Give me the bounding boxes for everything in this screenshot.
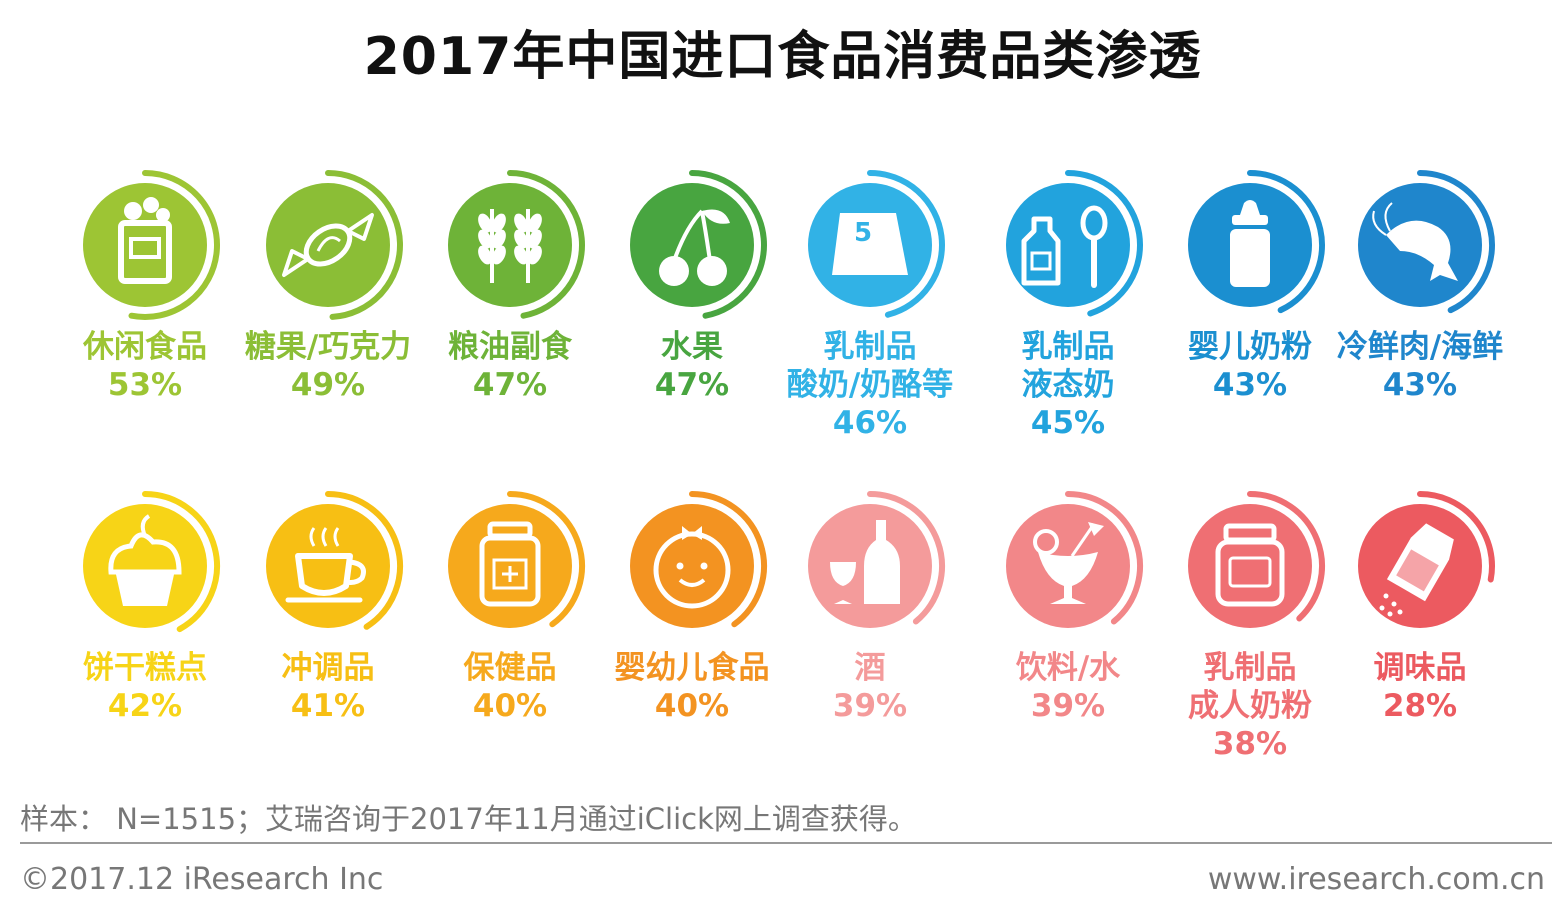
category-value: 42% bbox=[108, 688, 182, 724]
category-name: 调味品 bbox=[1374, 650, 1467, 686]
category-name: 婴儿奶粉 bbox=[1188, 329, 1312, 365]
cupcake-icon bbox=[108, 514, 182, 606]
coffee-cup-icon bbox=[285, 527, 366, 603]
category-value: 40% bbox=[655, 688, 729, 724]
value-ring bbox=[325, 491, 403, 630]
value-ring bbox=[507, 170, 585, 319]
category-circle bbox=[83, 183, 207, 307]
category-circle bbox=[630, 504, 754, 628]
cheese-icon: 5 bbox=[832, 213, 908, 275]
value-ring bbox=[867, 491, 945, 625]
value-ring bbox=[1065, 491, 1143, 625]
value-ring bbox=[1417, 170, 1495, 314]
category-name: 婴幼儿食品 bbox=[615, 650, 770, 686]
footer-divider bbox=[20, 842, 1552, 844]
category-circle bbox=[266, 183, 390, 307]
category-name: 液态奶 bbox=[1022, 367, 1115, 403]
category-name: 冲调品 bbox=[282, 650, 375, 686]
sample-note: 样本： N=1515；艾瑞咨询于2017年11月通过iClick网上调查获得。 bbox=[20, 802, 917, 836]
category-value: 53% bbox=[108, 367, 182, 403]
value-ring bbox=[1065, 170, 1143, 317]
category-value: 38% bbox=[1213, 726, 1287, 762]
category-name: 乳制品 bbox=[1204, 650, 1297, 686]
category-value: 49% bbox=[291, 367, 365, 403]
category-name: 保健品 bbox=[464, 650, 557, 686]
category-circle bbox=[1188, 504, 1312, 628]
category-circle bbox=[630, 183, 754, 307]
category-name: 水果 bbox=[661, 329, 723, 365]
category-name: 糖果/巧克力 bbox=[245, 329, 411, 365]
category-name: 冷鲜肉/海鲜 bbox=[1337, 329, 1503, 365]
category-circle bbox=[1006, 183, 1130, 307]
website-link[interactable]: www.iresearch.com.cn bbox=[1207, 862, 1545, 897]
cherry-icon bbox=[659, 209, 730, 286]
category-name: 乳制品 bbox=[1022, 329, 1115, 365]
category-name: 饼干糕点 bbox=[83, 650, 207, 686]
category-item: 饮料/水39% bbox=[1006, 491, 1143, 724]
formula-can-icon bbox=[1215, 523, 1285, 607]
cocktail-icon bbox=[1033, 522, 1104, 604]
value-ring bbox=[507, 491, 585, 628]
category-value: 28% bbox=[1383, 688, 1457, 724]
candy-icon bbox=[282, 213, 374, 277]
baby-face-icon bbox=[653, 526, 731, 609]
category-name: 乳制品 bbox=[824, 329, 917, 365]
salt-shaker-icon bbox=[1379, 523, 1454, 617]
baby-bottle-icon bbox=[1230, 200, 1270, 287]
value-ring bbox=[142, 491, 220, 633]
value-ring bbox=[1417, 491, 1495, 583]
shrimp-icon bbox=[1372, 202, 1458, 281]
category-name: 饮料/水 bbox=[1015, 650, 1121, 686]
category-value: 39% bbox=[833, 688, 907, 724]
value-ring bbox=[867, 170, 945, 318]
category-value: 43% bbox=[1213, 367, 1287, 403]
category-circle bbox=[83, 504, 207, 628]
category-value: 46% bbox=[833, 405, 907, 441]
milk-bottle-icon bbox=[1021, 205, 1108, 288]
category-value: 45% bbox=[1031, 405, 1105, 441]
category-value: 47% bbox=[473, 367, 547, 403]
category-value: 39% bbox=[1031, 688, 1105, 724]
category-circle bbox=[266, 504, 390, 628]
category-name: 粮油副食 bbox=[448, 329, 573, 365]
category-value: 43% bbox=[1383, 367, 1457, 403]
svg-text:5: 5 bbox=[854, 218, 872, 248]
value-ring bbox=[1247, 491, 1325, 622]
category-name: 酒 bbox=[855, 650, 886, 686]
value-ring bbox=[325, 170, 403, 320]
value-ring bbox=[1247, 170, 1325, 314]
category-value: 47% bbox=[655, 367, 729, 403]
category-name: 休闲食品 bbox=[82, 329, 207, 365]
supplement-jar-icon bbox=[479, 521, 541, 607]
value-ring bbox=[689, 491, 767, 628]
category-item: 酒39% bbox=[808, 491, 945, 724]
wheat-icon bbox=[478, 209, 542, 283]
category-value: 40% bbox=[473, 688, 547, 724]
copyright-text: ©2017.12 iResearch Inc bbox=[20, 862, 384, 897]
category-name: 成人奶粉 bbox=[1188, 688, 1312, 724]
snack-bag-icon bbox=[118, 197, 172, 284]
category-name: 酸奶/奶酪等 bbox=[787, 367, 953, 403]
category-circle bbox=[448, 183, 572, 307]
value-ring bbox=[689, 170, 767, 319]
wine-icon bbox=[830, 520, 900, 604]
chart-title: 2017年中国进口食品消费品类渗透 bbox=[363, 27, 1202, 87]
category-value: 41% bbox=[291, 688, 365, 724]
value-ring bbox=[128, 170, 220, 320]
